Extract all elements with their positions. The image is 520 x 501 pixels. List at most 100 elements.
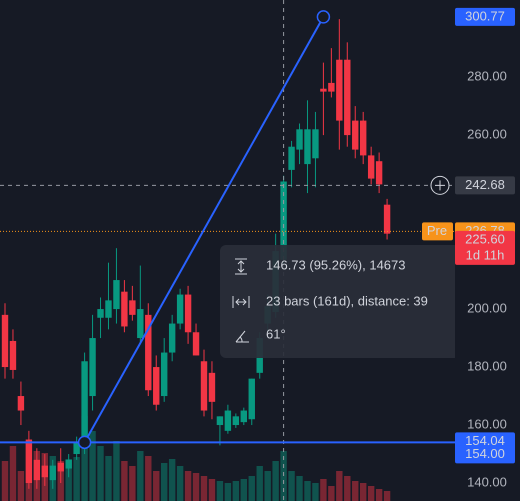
volume-bar [304, 481, 311, 501]
volume-bar [367, 486, 375, 501]
candle-body [1, 314, 9, 368]
price-label: 242.68 [465, 177, 505, 192]
volume-bar [113, 441, 120, 501]
volume-bar [81, 416, 88, 501]
measure-tooltip [220, 245, 460, 358]
candle-body [105, 300, 112, 318]
candle-body [360, 120, 367, 156]
measure-text: 146.73 (95.26%), 14673 [266, 257, 406, 272]
volume-bar [9, 446, 17, 501]
candle-body [328, 82, 335, 92]
candle-body [280, 181, 287, 260]
volume-bar [383, 491, 391, 501]
candle-body [89, 338, 96, 397]
y-tick-label: 260.00 [467, 127, 507, 142]
candle-body [153, 367, 160, 405]
price-label-box [455, 176, 515, 195]
volume-bar [145, 456, 152, 501]
candle-body [296, 129, 303, 150]
candle-body [383, 204, 391, 234]
volume-bar [184, 471, 192, 501]
price-label: 225.60 [465, 231, 505, 246]
trendline-handle [316, 10, 331, 24]
volume-bar [312, 483, 319, 501]
pre-tag: Pre [427, 223, 447, 238]
countdown-label: 1d 11h [466, 247, 505, 262]
volume-bar [137, 451, 144, 501]
price-label: 300.77 [465, 8, 505, 23]
price-label-box [455, 445, 515, 464]
candle-body [49, 465, 56, 481]
volume-bar [248, 476, 255, 501]
candle-body [216, 416, 224, 426]
volume-bar [168, 459, 176, 501]
y-tick-label: 200.00 [467, 301, 507, 316]
candle-body [129, 300, 136, 315]
volume-bar [17, 471, 25, 501]
candle-body [65, 459, 72, 469]
candle-body [137, 309, 144, 339]
candle-body [97, 309, 104, 318]
candle-body [41, 465, 48, 478]
candle-body [113, 280, 120, 310]
volume-bar [161, 463, 168, 501]
volume-bar [176, 466, 184, 501]
volume-bar [224, 483, 232, 501]
volume-bar [153, 471, 160, 501]
candle-body [192, 332, 200, 356]
candle-body [168, 323, 176, 353]
volume-bar [264, 471, 271, 501]
price-label: 154.00 [465, 446, 505, 461]
icon-angle [235, 330, 249, 343]
volume-bar [1, 461, 9, 501]
y-tick-label: 280.00 [467, 69, 507, 84]
volume-bar [208, 479, 216, 501]
candle-body [367, 155, 375, 179]
volume-bar [200, 476, 208, 501]
volume-bar [256, 466, 263, 501]
candle-body [33, 459, 41, 481]
candle-body [57, 462, 64, 472]
candle-body [145, 314, 152, 391]
volume-bar [344, 476, 351, 501]
volume-bar [73, 457, 80, 501]
candle-body [312, 129, 319, 159]
candle-body [73, 442, 80, 455]
volume-bar [296, 476, 303, 501]
volume-bar [288, 471, 295, 501]
candle-body [352, 120, 359, 150]
volume-bar [232, 481, 240, 501]
volume-bar [375, 489, 383, 501]
y-tick-label: 140.00 [467, 474, 507, 489]
measure-text: 23 bars (161d), distance: 39 [266, 293, 428, 308]
candle-body [304, 129, 311, 165]
candle-body [184, 294, 192, 333]
volume-bar [272, 461, 279, 501]
candle-body [224, 410, 232, 431]
price-label: 154.04 [465, 433, 505, 448]
add-icon [435, 180, 445, 191]
volume-bar [65, 459, 72, 501]
volume-bar [121, 461, 128, 501]
candle-body [81, 361, 88, 443]
measure-text: 61° [266, 326, 286, 341]
candle-body [336, 59, 343, 121]
candle-body [232, 416, 240, 426]
volume-bar [336, 471, 343, 501]
candle-body [375, 161, 383, 185]
volume-bar [320, 479, 327, 501]
volume-bar [105, 456, 112, 501]
candle-body [9, 340, 17, 370]
volume-bar [192, 473, 200, 501]
icon-bars [232, 296, 250, 308]
price-label-box [455, 230, 515, 265]
candle-body [121, 291, 128, 327]
candle-body [176, 294, 184, 324]
candle-body [320, 88, 327, 92]
volume-bar [129, 466, 136, 501]
candle-body [161, 352, 168, 397]
candle-body [288, 146, 295, 170]
candle-body [344, 59, 351, 136]
candle-body [248, 378, 255, 420]
y-tick-label: 180.00 [467, 358, 507, 373]
